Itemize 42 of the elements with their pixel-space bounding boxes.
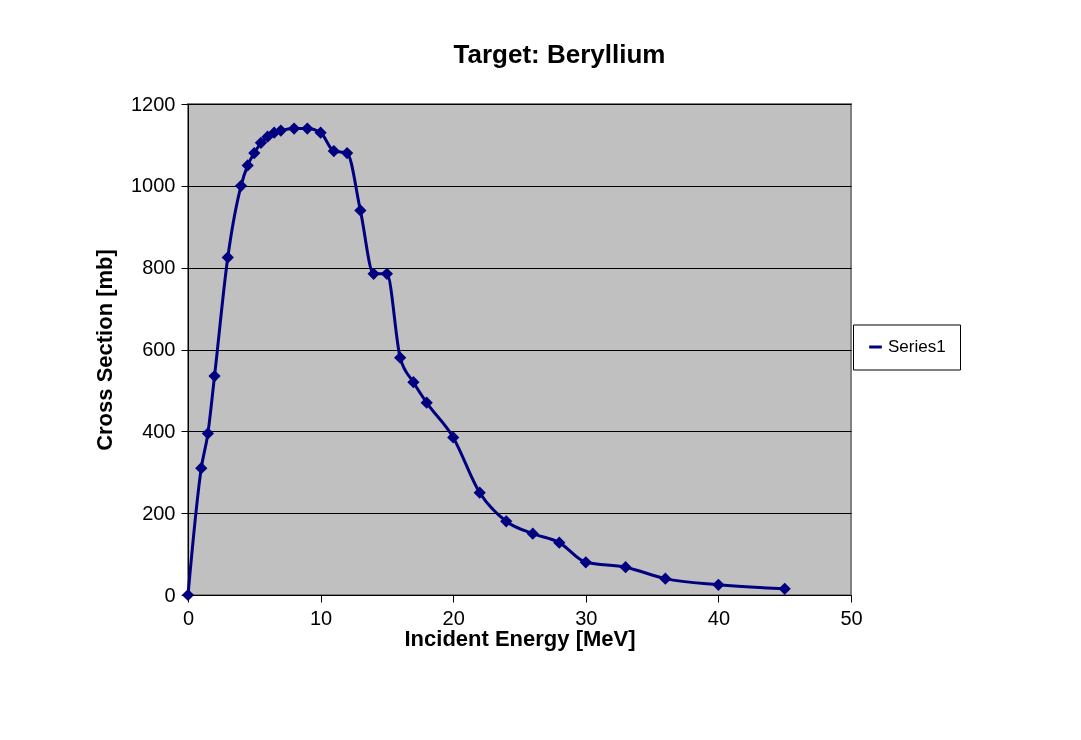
point <box>712 578 725 591</box>
point <box>241 159 254 172</box>
point <box>420 396 433 409</box>
point <box>579 556 592 569</box>
chart-title: Target: Beryllium <box>453 39 666 69</box>
point <box>380 267 394 280</box>
y-tick-label: 400 <box>142 419 176 442</box>
point <box>327 144 340 158</box>
x-tick-label: 10 <box>309 606 333 629</box>
y-tick-label: 600 <box>142 338 176 360</box>
point <box>301 122 314 135</box>
point <box>500 515 513 528</box>
point <box>447 431 460 444</box>
point <box>619 561 632 574</box>
point <box>367 267 380 280</box>
y-tick-label: 800 <box>142 256 176 279</box>
point <box>208 369 221 383</box>
point <box>341 146 354 160</box>
point <box>254 136 268 149</box>
y-tick-label: 0 <box>164 583 176 606</box>
point <box>659 572 672 585</box>
point <box>248 146 261 160</box>
point <box>195 462 208 475</box>
point <box>553 536 566 549</box>
point <box>314 126 327 139</box>
point <box>526 527 539 540</box>
point <box>354 204 367 217</box>
point <box>473 486 486 499</box>
point <box>221 251 234 264</box>
x-tick-label: 50 <box>840 606 863 629</box>
point <box>234 179 248 192</box>
y-tick-label: 1200 <box>131 92 176 115</box>
point <box>407 376 420 389</box>
y-axis-title: Cross Section [mb] <box>92 249 118 451</box>
x-tick-label: 0 <box>182 606 195 629</box>
point <box>287 122 301 135</box>
legend-label: Series1 <box>888 337 946 356</box>
x-tick-label: 40 <box>707 606 731 629</box>
point <box>394 351 407 364</box>
y-tick-label: 200 <box>142 501 176 524</box>
y-tick-label: 1000 <box>131 174 176 197</box>
point <box>201 427 215 440</box>
